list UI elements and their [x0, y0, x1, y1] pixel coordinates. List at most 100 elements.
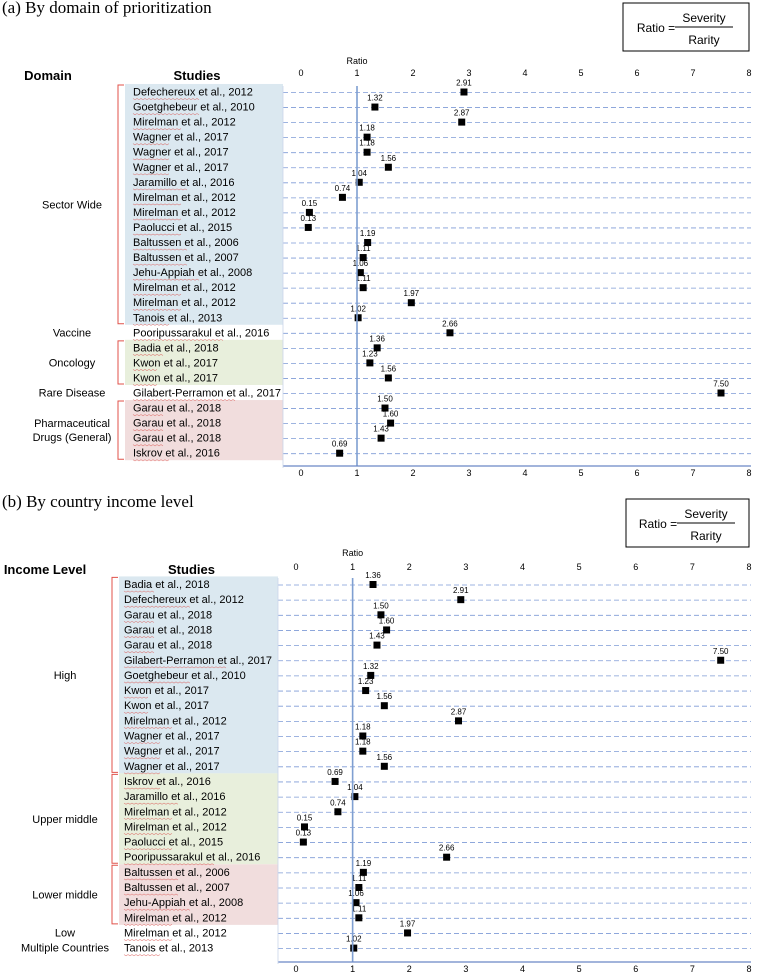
data-point-marker	[336, 449, 344, 457]
spellcheck-underline	[123, 711, 149, 714]
study-label: Garau et al., 2018	[133, 433, 221, 445]
data-point-label: 0.69	[332, 440, 348, 449]
data-point-marker	[458, 118, 466, 126]
data-point-marker	[404, 929, 412, 937]
data-point-label: 1.97	[404, 289, 420, 298]
study-label: Wagner et al., 2017	[124, 746, 220, 758]
bottom-tick-label: 4	[520, 964, 525, 974]
study-label: Mirelman et al., 2012	[124, 715, 227, 727]
panel-title: (b) By country income level	[2, 492, 194, 511]
spellcheck-underline	[132, 158, 170, 161]
data-point-marker	[383, 626, 391, 634]
top-tick-label: 7	[690, 68, 695, 78]
top-tick-label: 0	[293, 562, 298, 572]
study-label: Defechereux et al., 2012	[124, 594, 244, 606]
spellcheck-underline	[132, 384, 158, 386]
bottom-tick-label: 1	[354, 468, 359, 478]
study-label: Badia et al., 2018	[124, 579, 210, 591]
group-label: Drugs (General)	[33, 432, 112, 444]
top-tick-label: 3	[466, 68, 471, 78]
formula-denominator: Rarity	[690, 529, 721, 543]
data-point-marker	[407, 299, 415, 307]
spellcheck-underline	[123, 939, 173, 941]
spellcheck-underline	[123, 681, 191, 684]
spellcheck-underline	[132, 429, 164, 432]
spellcheck-underline	[132, 308, 182, 311]
data-point-marker	[446, 329, 454, 337]
data-point-label: 1.19	[356, 859, 372, 868]
spellcheck-underline	[132, 218, 182, 221]
top-tick-label: 4	[522, 68, 527, 78]
data-point-marker	[364, 239, 372, 246]
data-point-label: 0.13	[296, 829, 312, 838]
data-point-marker	[460, 88, 468, 96]
group-label: Vaccine	[53, 327, 91, 339]
data-point-label: 1.18	[355, 723, 371, 732]
study-label: Goetghebeur et al., 2010	[133, 102, 255, 114]
spellcheck-underline	[123, 590, 155, 593]
bottom-tick-label: 2	[410, 468, 415, 478]
data-point-marker	[381, 404, 389, 412]
data-point-marker	[355, 178, 363, 186]
spellcheck-underline	[132, 293, 182, 296]
group-label: Pharmaceutical	[34, 418, 110, 430]
data-point-label: 1.11	[356, 274, 372, 283]
study-label: Jehu-Appiah et al., 2008	[124, 897, 243, 909]
bottom-tick-label: 8	[746, 964, 751, 974]
data-point-label: 1.19	[360, 229, 376, 238]
ratio-formula-box: Ratio = Severity Rarity	[625, 498, 750, 548]
bands-layer	[117, 83, 283, 461]
group-bracket	[111, 864, 118, 925]
spellcheck-underline	[123, 878, 179, 881]
study-label: Paolucci et al., 2015	[133, 222, 232, 234]
spellcheck-underline	[132, 414, 164, 417]
data-point-marker	[443, 853, 451, 861]
bottom-tick-label: 6	[633, 964, 638, 974]
group-band-blue	[125, 83, 283, 325]
data-point-label: 1.50	[373, 601, 389, 610]
study-label: Mirelman et al., 2012	[124, 806, 227, 818]
top-tick-label: 6	[633, 562, 638, 572]
data-point-marker	[377, 434, 385, 442]
study-label: Mirelman et al., 2012	[133, 192, 236, 204]
rows-layer: Sector Wide Defechereux et al., 2012 2.91 G…	[33, 79, 751, 462]
bottom-tick-label: 7	[690, 468, 695, 478]
data-point-label: 2.66	[442, 319, 458, 328]
study-label: Kwon et al., 2017	[133, 372, 218, 384]
group-band-pink	[125, 400, 283, 461]
group-label: High	[54, 670, 77, 682]
group-label: Low	[55, 927, 75, 939]
study-label: Mirelman et al., 2012	[133, 297, 236, 309]
spellcheck-underline	[132, 459, 170, 462]
study-label: Baltussen et al., 2007	[133, 252, 239, 264]
studies-column-header: Studies	[168, 562, 215, 577]
bottom-tick-label: 3	[466, 468, 471, 478]
top-tick-label: 7	[690, 562, 695, 572]
study-label: Baltussen et al., 2007	[124, 882, 230, 894]
data-point-marker	[304, 223, 312, 231]
spellcheck-underline	[123, 772, 161, 775]
data-point-marker	[362, 687, 370, 695]
top-tick-label: 5	[577, 562, 582, 572]
spellcheck-underline	[132, 248, 188, 251]
spellcheck-underline	[132, 113, 200, 116]
spellcheck-underline	[132, 203, 182, 206]
data-point-marker	[352, 899, 360, 907]
bottom-tick-label: 3	[463, 964, 468, 974]
data-point-marker	[384, 163, 392, 171]
group-bracket	[117, 340, 124, 385]
study-label: Kwon et al., 2017	[124, 685, 209, 697]
data-point-label: 1.60	[379, 616, 395, 625]
data-point-label: 2.87	[454, 109, 470, 118]
study-label: Wagner et al., 2017	[133, 147, 229, 159]
data-point-label: 1.18	[355, 738, 371, 747]
top-tick-label: 6	[634, 68, 639, 78]
study-label: Mirelman et al., 2012	[133, 207, 236, 219]
data-point-marker	[359, 868, 367, 876]
data-point-marker	[338, 193, 346, 201]
spellcheck-underline	[123, 802, 179, 805]
spellcheck-underline	[123, 893, 179, 896]
spellcheck-underline	[132, 323, 170, 326]
data-point-marker	[334, 808, 342, 816]
data-point-marker	[363, 133, 371, 141]
